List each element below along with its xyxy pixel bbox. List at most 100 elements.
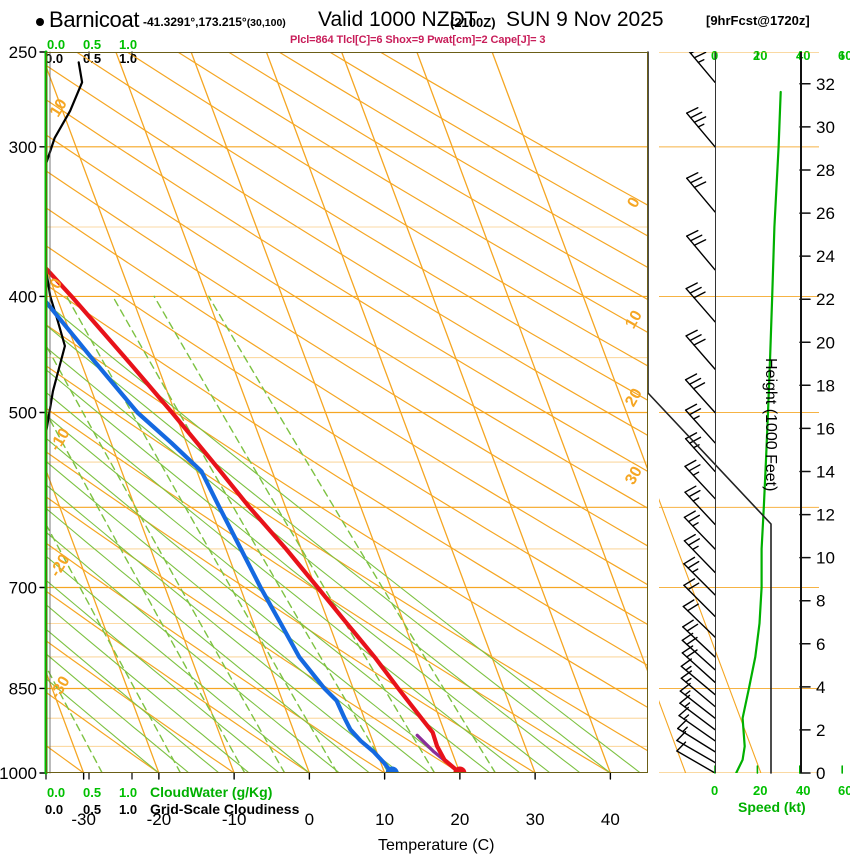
wind-barb xyxy=(686,172,716,213)
pressure-tick-label-400: 400 xyxy=(9,287,37,306)
barb-full-10 xyxy=(687,560,700,569)
barb-full-10 xyxy=(687,43,698,48)
barb-shaft xyxy=(676,739,716,764)
moist-adiabat--8 xyxy=(46,603,250,773)
barb-half-5 xyxy=(685,665,692,671)
wind-barb xyxy=(679,694,716,731)
wind-barb xyxy=(686,107,716,148)
dry-adiabat-100 xyxy=(46,170,648,547)
dewpoint-curve xyxy=(46,298,395,773)
dry-adiabat-140 xyxy=(75,52,648,402)
barb-half-5 xyxy=(697,123,705,128)
isotherm-label-20: 20 xyxy=(622,386,646,410)
barb-half-5 xyxy=(692,471,700,476)
barb-full-10 xyxy=(693,239,707,246)
barb-full-10 xyxy=(688,408,702,416)
barb-shaft xyxy=(678,714,716,742)
barb-full-10 xyxy=(676,741,687,752)
wind-barb xyxy=(686,229,716,271)
barb-full-10 xyxy=(682,599,695,608)
cloudwater-top-tick-0: 0.0 xyxy=(47,37,66,52)
dry-adiabat-60 xyxy=(46,323,648,709)
barb-full-10 xyxy=(687,514,700,523)
barb-full-10 xyxy=(686,649,698,658)
cloudwater-axis-title: CloudWater (g/Kg) xyxy=(150,784,273,800)
barb-shaft xyxy=(688,52,716,84)
barb-shaft xyxy=(682,605,716,638)
height-tick-label-6: 6 xyxy=(816,635,825,654)
barb-full-10 xyxy=(683,510,696,518)
wind-barb xyxy=(682,619,716,658)
wind-panel-frame-outline xyxy=(647,51,772,774)
barb-full-10 xyxy=(693,116,707,123)
mixing-ratio-3 xyxy=(46,344,286,773)
barb-full-10 xyxy=(693,338,706,346)
speed-top-tick-3: 60 xyxy=(838,48,850,63)
barb-shaft xyxy=(685,287,716,323)
wind-barb xyxy=(684,373,716,414)
dry-adiabat-label-10: 10 xyxy=(47,96,71,120)
barb-full-10 xyxy=(693,181,707,189)
barb-shaft xyxy=(684,465,716,500)
pressure-tick-label-300: 300 xyxy=(9,138,37,157)
temperature-profile-line xyxy=(46,265,462,773)
isotherm--10 xyxy=(46,266,235,773)
cloudwater-bottom-tick-1: 0.5 xyxy=(83,785,102,800)
barb-full-10 xyxy=(688,464,701,472)
temperature-tick-label--20: -20 xyxy=(147,810,172,829)
height-tick-label-28: 28 xyxy=(816,161,835,180)
barb-shaft xyxy=(683,584,716,618)
barb-full-10 xyxy=(683,533,696,542)
barb-shaft xyxy=(683,563,716,596)
temperature-tick-label-20: 20 xyxy=(450,810,469,829)
isotherm--40 xyxy=(0,52,8,773)
barb-shaft xyxy=(677,727,716,753)
mixing-ratio-label-20: 20 xyxy=(533,779,556,802)
wind-barb xyxy=(683,510,716,550)
barb-full-10 xyxy=(686,229,699,237)
moist-adiabat-28 xyxy=(46,391,521,773)
wind-barb xyxy=(683,533,716,574)
moist-adiabat--20 xyxy=(46,677,160,773)
barb-full-10 xyxy=(689,111,703,119)
dry-adiabat-lines xyxy=(46,52,648,773)
temperature-axis-title: Temperature (C) xyxy=(378,837,495,854)
barb-full-10 xyxy=(686,172,699,179)
height-tick-label-4: 4 xyxy=(816,678,825,697)
cloudiness-axis-title: Grid-Scale Cloudiness xyxy=(150,801,300,817)
station-marker-dot xyxy=(36,18,44,26)
barb-full-10 xyxy=(687,582,700,591)
cloudiness-bottom-tick-0: 0.0 xyxy=(45,802,64,817)
dry-adiabat--20 xyxy=(46,691,160,773)
wind-barb xyxy=(684,485,716,526)
cloudiness-curve xyxy=(46,61,84,773)
dry-adiabat-150 xyxy=(126,52,648,367)
moist-adiabat-36 xyxy=(46,346,581,773)
barb-full-10 xyxy=(682,619,694,628)
wind-barb xyxy=(683,556,716,596)
moist-adiabat-44 xyxy=(46,302,642,773)
valid-date: SUN 9 Nov 2025 xyxy=(506,8,664,31)
barb-shaft xyxy=(682,626,716,658)
mixing-ratio-8 xyxy=(112,295,390,773)
barb-full-10 xyxy=(693,52,707,59)
mixing-ratio-2 xyxy=(46,411,246,773)
barb-full-10 xyxy=(681,645,694,654)
dry-adiabat-70 xyxy=(46,283,648,667)
temperature-curve xyxy=(46,265,462,773)
mixing-ratio-label-8: 8 xyxy=(419,782,438,797)
wind-barb xyxy=(680,670,716,708)
dry-adiabat-10 xyxy=(46,542,386,773)
height-tick-label-14: 14 xyxy=(816,462,835,481)
dewpoint-profile-line xyxy=(46,298,395,773)
height-tick-label-18: 18 xyxy=(816,376,835,395)
barb-shaft xyxy=(683,540,716,574)
mixing-ratio-12 xyxy=(153,295,436,773)
dry-adiabat-190 xyxy=(329,52,648,237)
barb-full-10 xyxy=(683,556,696,565)
dry-adiabat-120 xyxy=(46,98,648,473)
wind-speed-curve xyxy=(735,90,782,773)
height-axis-title: Height (1000 Feet) xyxy=(762,358,779,492)
